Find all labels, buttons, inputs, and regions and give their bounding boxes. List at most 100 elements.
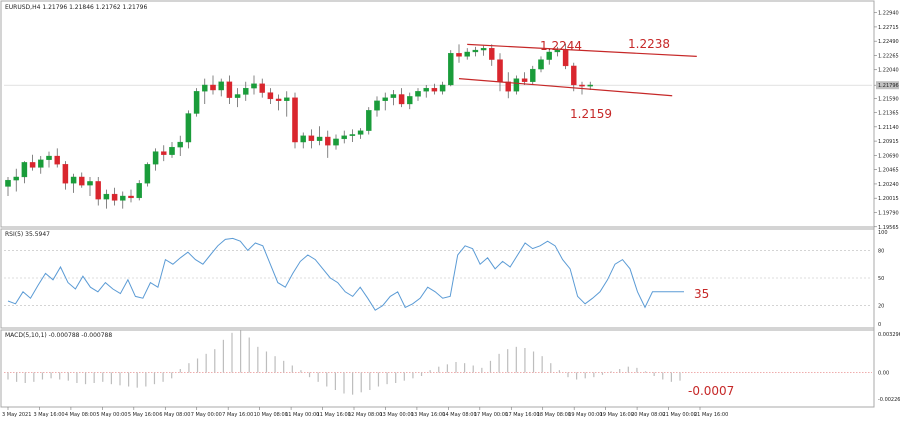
bearish-candle <box>111 193 118 201</box>
rsi-note: 35 <box>694 287 709 301</box>
bullish-candle <box>349 134 356 136</box>
bullish-candle <box>251 83 257 89</box>
bearish-candle <box>210 84 216 91</box>
bullish-candle <box>341 135 347 140</box>
macd-note: -0.0007 <box>688 384 734 398</box>
bullish-candle <box>390 94 397 98</box>
bullish-candle <box>546 51 552 60</box>
bullish-candle <box>407 96 413 105</box>
bearish-candle <box>95 181 101 200</box>
time-tick-label: 5 May 00:00 <box>96 412 127 418</box>
bearish-candle <box>497 59 503 82</box>
time-tick-label: 4 May 08:00 <box>65 412 96 418</box>
price-pane-frame <box>0 0 875 228</box>
bullish-candle <box>472 49 479 53</box>
rsi-tick-label: 50 <box>878 276 884 282</box>
bearish-candle <box>521 78 528 82</box>
bullish-candle <box>103 193 110 200</box>
rsi-title: RSI(5) 35.5947 <box>5 231 50 238</box>
time-tick-label: 7 May 16:00 <box>222 412 253 418</box>
time-tick-label: 21 May 16:00 <box>694 412 728 418</box>
bullish-candle <box>120 195 126 201</box>
macd-tick-label: 0.00 <box>878 371 889 377</box>
bullish-candle <box>448 53 454 86</box>
high2-annotation: 1.2238 <box>628 37 670 51</box>
bearish-candle <box>259 83 265 93</box>
bullish-candle <box>234 94 241 98</box>
bullish-candle <box>193 91 200 114</box>
channel-lower-line <box>458 78 673 97</box>
bullish-candle <box>415 91 421 97</box>
rsi-tick-label: 20 <box>878 304 884 310</box>
bullish-candle <box>316 136 323 141</box>
time-tick-label: 20 May 08:00 <box>631 412 665 418</box>
time-tick-label: 6 May 08:00 <box>159 412 190 418</box>
time-tick-label: 7 May 00:00 <box>191 412 222 418</box>
bullish-candle <box>513 78 520 92</box>
bullish-candle <box>218 81 224 91</box>
bearish-candle <box>292 97 298 143</box>
macd-tick-label: 0.003296 <box>878 332 900 338</box>
bearish-candle <box>562 49 569 67</box>
rsi-pane-frame <box>0 228 875 329</box>
macd-tick-label: -0.002264 <box>878 397 900 403</box>
bearish-candle <box>308 135 315 141</box>
bearish-candle <box>398 94 405 105</box>
bearish-candle <box>579 84 585 87</box>
time-tick-label: 13 May 16:00 <box>411 412 445 418</box>
bearish-candle <box>29 162 36 168</box>
price-tick-label: 1.19790 <box>878 210 899 216</box>
bullish-candle <box>554 49 561 53</box>
bullish-candle <box>185 113 192 143</box>
time-tick-label: 10 May 08:00 <box>254 412 288 418</box>
price-tick-label: 1.21796 <box>878 83 899 89</box>
time-tick-label: 13 May 00:00 <box>379 412 413 418</box>
bearish-candle <box>325 136 331 146</box>
bullish-candle <box>38 159 44 168</box>
price-tick-label: 1.21140 <box>878 125 899 131</box>
time-tick-label: 12 May 08:00 <box>348 412 382 418</box>
bearish-candle <box>128 195 134 199</box>
low1-annotation: 1.2159 <box>570 107 612 121</box>
bullish-candle <box>5 179 11 187</box>
bullish-candle <box>87 181 93 186</box>
bullish-candle <box>300 135 306 143</box>
price-axis-group: 1.22940 1.22715 1.22490 1.22265 1.22040 1.217… <box>874 11 899 231</box>
time-tick-label: 19 May 00:00 <box>568 412 602 418</box>
time-tick-label: 11 May 16:00 <box>317 412 351 418</box>
time-axis-group: 3 May 2021 3 May 16:00 4 May 08:00 5 May 00… <box>2 407 728 418</box>
bullish-candle <box>169 146 175 155</box>
price-tick-label: 1.22490 <box>878 39 899 45</box>
price-candles-group <box>4 43 872 209</box>
bullish-candle <box>243 87 249 95</box>
bearish-candle <box>571 65 577 86</box>
bullish-candle <box>464 51 470 57</box>
bearish-candle <box>505 81 511 92</box>
bullish-candle <box>284 97 290 101</box>
current-price-box <box>876 81 899 90</box>
time-tick-label: 3 May 2021 <box>2 412 31 418</box>
bullish-candle <box>46 155 52 160</box>
bullish-candle <box>382 97 388 101</box>
time-tick-label: 21 May 00:00 <box>663 412 697 418</box>
rsi-group: 100 80 50 20 0 <box>4 230 888 328</box>
bearish-candle <box>489 48 495 60</box>
time-tick-label: 17 May 00:00 <box>474 412 508 418</box>
bullish-candle <box>587 84 593 87</box>
bullish-candle <box>202 84 208 92</box>
macd-pane-frame <box>0 329 875 408</box>
price-tick-label: 1.20690 <box>878 153 899 159</box>
price-tick-label: 1.20240 <box>878 182 899 188</box>
bullish-candle <box>538 59 544 70</box>
price-tick-label: 1.21590 <box>878 96 899 102</box>
macd-group: 0.003296 0.00 -0.002264 <box>4 330 900 403</box>
bullish-candle <box>366 110 372 131</box>
bullish-candle <box>70 176 77 184</box>
price-tick-label: 1.20915 <box>878 139 899 145</box>
bearish-candle <box>431 87 438 92</box>
symbol-label: EURUSD,H4 1.21796 1.21846 1.21762 1.2179… <box>5 4 147 11</box>
price-tick-label: 1.20465 <box>878 168 899 174</box>
bearish-candle <box>54 155 60 165</box>
time-tick-label: 3 May 16:00 <box>33 412 64 418</box>
